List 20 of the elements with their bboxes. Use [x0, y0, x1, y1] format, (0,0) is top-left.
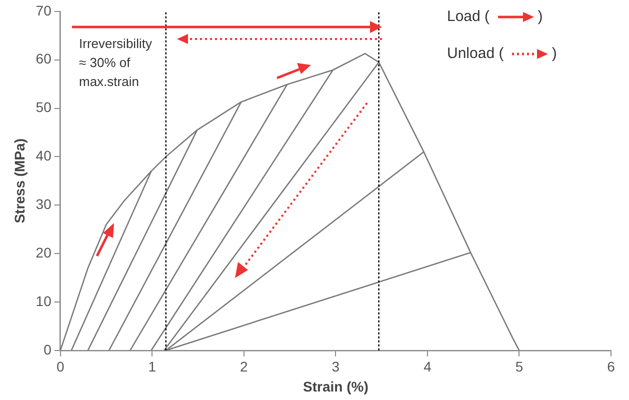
y-tick-label: 60	[36, 50, 52, 67]
y-tick-label: 10	[36, 292, 52, 309]
y-tick-label: 50	[36, 99, 52, 116]
y-axis-title: Stress (MPa)	[11, 138, 28, 224]
annotation: Irreversibility ≈ 30% of max.strain	[79, 35, 152, 91]
x-tick-label: 5	[515, 358, 524, 375]
y-tick-label: 20	[36, 244, 52, 260]
x-tick-label: 3	[332, 358, 340, 375]
x-axis-title: Strain (%)	[303, 378, 368, 394]
y-tick-label: 40	[36, 148, 52, 164]
y-tick-label: 30	[36, 196, 52, 212]
x-tick-label: 6	[607, 358, 616, 375]
x-tick-label: 1	[148, 358, 156, 375]
x-tick-label: 4	[424, 358, 432, 375]
x-tick-label: 2	[240, 358, 248, 375]
x-tick-label: 0	[56, 358, 64, 375]
y-tick-label: 0	[44, 341, 52, 358]
text: Unload ( )	[447, 45, 557, 62]
y-tick-label: 70	[36, 2, 52, 18]
text: Load ( )	[447, 8, 543, 25]
